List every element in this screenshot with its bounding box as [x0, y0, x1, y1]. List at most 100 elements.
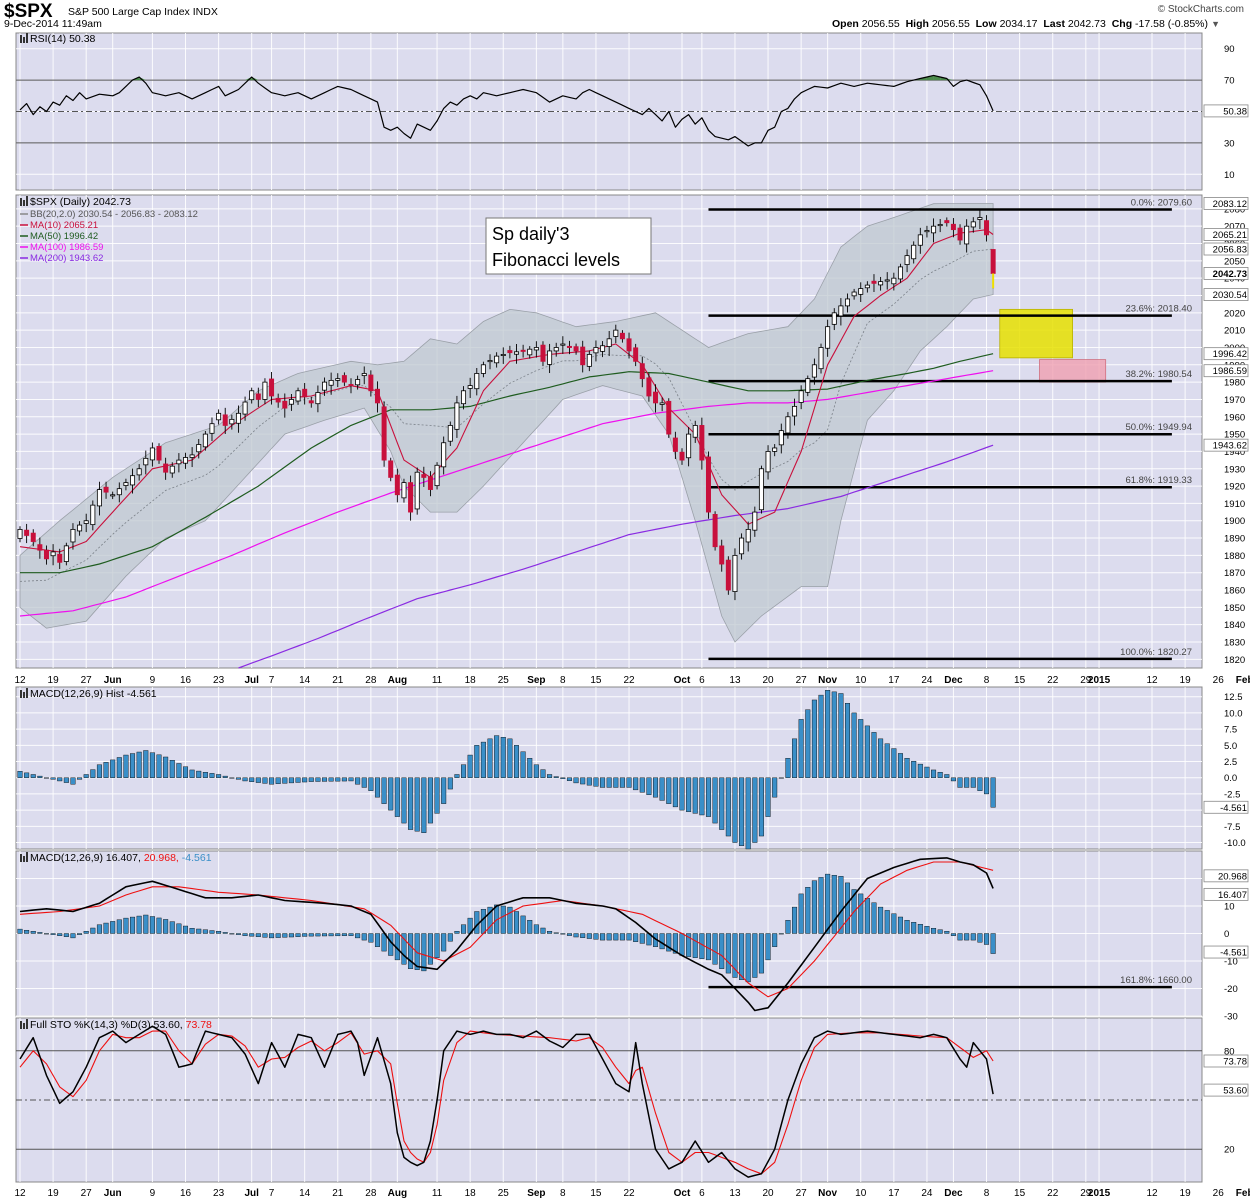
candle-body — [90, 504, 96, 526]
candle-body — [467, 385, 473, 389]
macd-histogram-bar-small — [619, 933, 625, 941]
macd-histogram-bar — [275, 777, 281, 784]
fibonacci-label: 38.2%: 1980.54 — [1125, 369, 1192, 380]
macd-histogram-bar — [831, 691, 837, 778]
candle-body — [295, 390, 301, 402]
price-tick-label: 1970 — [1224, 395, 1245, 406]
macd-histogram-bar-small — [414, 933, 420, 970]
candle-body — [163, 463, 169, 473]
macd-histogram-bar-small — [911, 922, 917, 934]
macd-histogram-bar — [758, 777, 764, 837]
candle-body — [818, 347, 824, 370]
candle-body — [408, 482, 414, 513]
macd-histogram-bar — [401, 777, 407, 824]
rsi-tick-label: 10 — [1224, 170, 1235, 181]
macd-histogram-bar — [116, 757, 122, 778]
macd-histogram-bar-small — [169, 921, 175, 934]
macd-histogram-bar — [639, 777, 645, 793]
open-value: 2056.55 — [861, 18, 900, 30]
macd-histogram-bar — [315, 777, 321, 782]
x-axis-label-bottom: 19 — [1180, 1188, 1192, 1199]
candle-body — [341, 375, 347, 383]
macd-histogram-bar — [957, 777, 963, 788]
candle-body — [249, 390, 255, 401]
macd-histogram-bar — [686, 777, 692, 812]
macd-histogram-bar — [547, 774, 553, 778]
macd-histogram-bar — [818, 694, 824, 778]
macd-histogram-bar — [586, 777, 592, 786]
candle-body — [931, 225, 937, 234]
indicator-legend: MA(50) 1996.42 — [30, 231, 98, 242]
x-axis-label-bottom: 22 — [623, 1188, 635, 1199]
macd-histogram-bar-small — [421, 933, 427, 972]
candle-body — [514, 351, 520, 355]
chart-datetime: 9-Dec-2014 11:49am — [4, 18, 102, 30]
x-axis-label-bottom: 8 — [984, 1188, 990, 1199]
x-axis-label-bottom: 28 — [365, 1188, 377, 1199]
macd-histogram-bar-small — [917, 924, 923, 934]
candle-body — [752, 511, 758, 531]
macd-histogram-bar — [480, 741, 486, 778]
chg-value: -17.58 (-0.85%) — [1135, 18, 1208, 30]
price-right-label-box — [1203, 197, 1249, 210]
macd-histogram-bar — [672, 777, 678, 808]
macd-histogram-bar — [851, 712, 857, 778]
candle-body — [606, 338, 612, 347]
macd-histogram-bar — [308, 777, 314, 782]
open-label: Open — [832, 18, 859, 30]
macd-hist-last-label: -4.561 — [1220, 948, 1247, 959]
candle-body — [745, 528, 751, 543]
macd-histogram-bar — [341, 777, 347, 782]
ma50-line — [20, 353, 994, 574]
macd-histogram-bar-small — [235, 933, 241, 935]
macd-histogram-bar — [288, 777, 294, 784]
candle-body — [811, 364, 817, 378]
legend-bar-icon — [20, 35, 22, 43]
macd-histogram-bar — [931, 769, 937, 778]
macd-histogram-bar — [90, 769, 96, 778]
macd-histogram-bar-small — [686, 933, 692, 957]
macd-histogram-bar — [739, 777, 745, 846]
macd-histogram-bar — [507, 738, 513, 778]
candle-body — [613, 329, 619, 337]
macd-histogram-bar-small — [758, 933, 764, 974]
x-axis-label: Jul — [244, 675, 259, 686]
candle-body — [401, 482, 407, 499]
macd-histogram-bar-small — [302, 933, 308, 937]
macd-histogram-bar-small — [348, 933, 354, 936]
macd-histogram-bar — [103, 762, 109, 778]
x-axis-label-bottom: 11 — [432, 1188, 443, 1199]
price-right-label-box — [1203, 364, 1249, 378]
macd-histogram-bar — [871, 732, 877, 778]
annotation-box-background — [485, 217, 652, 275]
price-tick-label: 1910 — [1224, 499, 1245, 510]
candle-body — [348, 384, 354, 387]
macd-histogram-bar-small — [24, 930, 30, 934]
macd-histogram-bar-small — [136, 915, 142, 934]
macd-histogram-tick-label: 5.0 — [1224, 741, 1237, 752]
candle-body — [692, 425, 698, 438]
macd-histogram-bar — [533, 764, 539, 778]
x-axis-label-bottom: 15 — [1014, 1188, 1026, 1199]
macd-histogram-bar — [845, 703, 851, 778]
macd-histogram-bar — [262, 777, 268, 784]
exchange-code: INDX — [192, 6, 218, 18]
chevron-down-icon[interactable]: ▼ — [1211, 19, 1220, 29]
candle-body — [275, 397, 281, 403]
macd-histogram-bar — [461, 764, 467, 778]
candle-body — [838, 305, 844, 317]
macd-histogram-bar-small — [308, 933, 314, 937]
macd-histogram-bar — [156, 754, 162, 778]
macd-histogram-bar — [633, 777, 639, 791]
macd-histogram-tick-label: 10.0 — [1224, 708, 1243, 719]
macd-histogram-bar-small — [984, 933, 990, 945]
macd-histogram-bar-small — [818, 877, 824, 934]
candle-body — [441, 442, 447, 468]
macd-histogram-bar-small — [288, 933, 294, 938]
macd-histogram-bar-small — [811, 880, 817, 934]
rsi-tick-label: 90 — [1224, 44, 1235, 55]
candle-body — [17, 528, 23, 539]
candle-body — [944, 220, 950, 224]
macd-histogram-bar — [63, 777, 69, 783]
